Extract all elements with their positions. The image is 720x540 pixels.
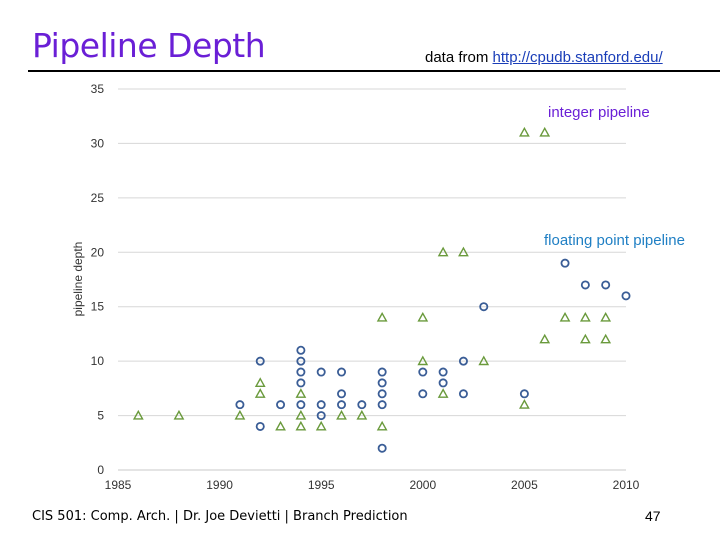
x-tick-label: 1990: [206, 478, 233, 492]
integer-marker: [254, 377, 266, 387]
floating-point-marker: [458, 389, 468, 399]
data-points: [132, 126, 631, 453]
floating-point-marker: [296, 345, 306, 355]
title-divider: [28, 70, 720, 72]
floating-point-marker: [418, 367, 428, 377]
integer-marker: [437, 388, 449, 398]
integer-marker: [478, 355, 490, 366]
x-tick-labels: 1985 1990 1995 2000 2005 2010: [105, 478, 640, 492]
floating-point-marker: [337, 400, 347, 410]
floating-point-marker: [316, 400, 326, 410]
floating-point-marker: [418, 389, 428, 399]
integer-marker: [234, 409, 246, 420]
y-tick-label: 20: [91, 245, 105, 259]
y-tick-label: 15: [91, 300, 105, 314]
floating-point-marker: [519, 389, 529, 399]
floating-point-marker: [316, 411, 326, 421]
integer-pipeline-label: integer pipeline: [548, 104, 650, 121]
floating-point-marker: [296, 367, 306, 377]
floating-point-marker: [255, 356, 265, 366]
integer-marker: [417, 355, 429, 366]
integer-marker: [600, 311, 612, 322]
floating-point-marker: [580, 280, 590, 290]
floating-point-marker: [601, 280, 611, 290]
integer-marker: [295, 420, 307, 431]
y-axis-label: pipeline depth: [71, 242, 85, 317]
integer-marker: [539, 126, 551, 137]
floating-point-marker: [377, 400, 387, 410]
y-tick-label: 10: [91, 354, 105, 368]
floating-point-marker: [357, 400, 367, 410]
integer-marker: [458, 246, 469, 257]
floating-point-pipeline-label: floating point pipeline: [544, 232, 685, 249]
floating-point-marker: [337, 367, 347, 377]
floating-point-marker: [438, 367, 448, 377]
slide-footer: CIS 501: Comp. Arch. | Dr. Joe Devietti …: [32, 509, 408, 524]
integer-marker: [519, 126, 530, 137]
y-tick-label: 35: [91, 82, 105, 96]
floating-point-marker: [377, 389, 387, 399]
integer-marker: [559, 311, 571, 322]
floating-point-marker: [276, 400, 286, 410]
y-tick-label: 30: [91, 136, 105, 150]
x-tick-label: 2005: [511, 478, 538, 492]
integer-marker: [579, 333, 591, 344]
y-tick-label: 5: [97, 409, 104, 423]
integer-marker: [132, 409, 144, 420]
floating-point-marker: [377, 443, 387, 453]
integer-marker: [336, 409, 347, 420]
floating-point-marker: [377, 367, 387, 377]
integer-marker: [437, 246, 449, 257]
integer-marker: [356, 409, 368, 420]
x-tick-label: 1985: [105, 478, 132, 492]
page-number: 47: [645, 508, 661, 524]
y-tick-label: 0: [97, 463, 104, 477]
floating-point-marker: [296, 400, 306, 410]
slide-title: Pipeline Depth: [32, 26, 266, 65]
integer-marker: [376, 420, 388, 431]
x-tick-label: 2000: [409, 478, 436, 492]
floating-point-marker: [458, 356, 468, 366]
floating-point-marker: [337, 389, 347, 399]
integer-marker: [600, 333, 612, 344]
x-tick-label: 2010: [613, 478, 640, 492]
integer-marker: [376, 311, 388, 322]
floating-point-marker: [621, 291, 631, 301]
integer-marker: [173, 409, 185, 420]
floating-point-marker: [235, 400, 245, 410]
integer-marker: [295, 388, 307, 398]
floating-point-marker: [316, 367, 326, 377]
data-source-prefix: data from: [425, 49, 493, 66]
floating-point-marker: [560, 258, 570, 268]
grid-lines: [118, 88, 626, 471]
floating-point-marker: [296, 378, 306, 388]
integer-marker: [315, 420, 327, 431]
floating-point-marker: [296, 356, 306, 366]
data-source-link[interactable]: http://cpudb.stanford.edu/: [492, 49, 663, 66]
floating-point-marker: [438, 378, 448, 388]
floating-point-marker: [377, 378, 387, 388]
x-tick-label: 1995: [308, 478, 335, 492]
integer-marker: [539, 333, 551, 344]
y-tick-labels: 0 5 10 15 20 25 30 35: [91, 82, 105, 477]
floating-point-marker: [255, 421, 265, 431]
integer-marker: [579, 311, 591, 322]
integer-marker: [417, 311, 429, 322]
integer-marker: [295, 409, 307, 420]
y-tick-label: 25: [91, 191, 105, 205]
integer-marker: [275, 420, 286, 431]
floating-point-marker: [479, 302, 489, 312]
integer-marker: [519, 399, 530, 409]
integer-marker: [254, 388, 266, 398]
data-source: data from http://cpudb.stanford.edu/: [425, 49, 663, 66]
